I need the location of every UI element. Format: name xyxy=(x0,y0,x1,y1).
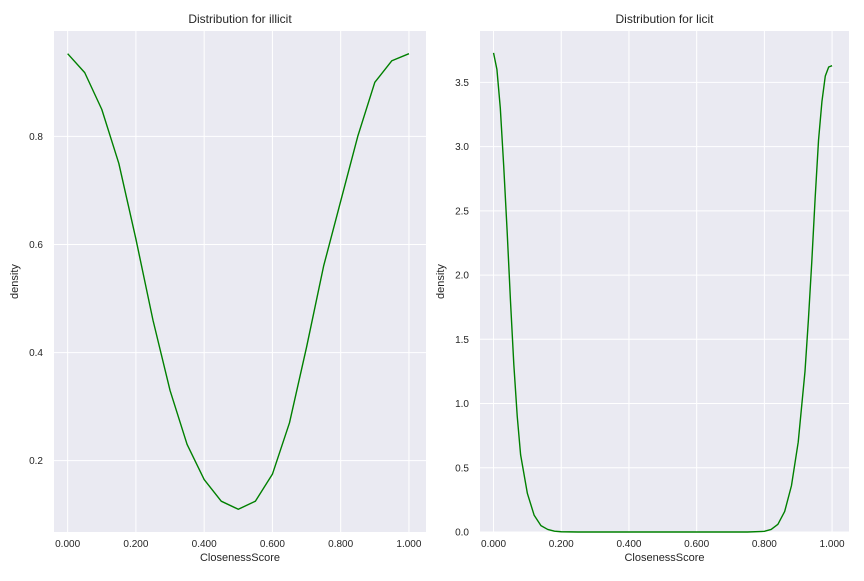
y-axis-label: density xyxy=(435,264,447,299)
plot-area-licit xyxy=(480,31,849,532)
chart-panel-licit: 0.000 0.200 0.400 0.600 0.800 1.000 0.0 0.5 1.0 1… xyxy=(435,12,849,564)
x-tick-label: 0.400 xyxy=(192,539,217,550)
x-axis-label: ClosenessScore xyxy=(624,552,704,564)
y-tick-label: 0.5 xyxy=(455,463,469,474)
y-tick-label: 0.4 xyxy=(29,348,43,359)
x-tick-label: 0.000 xyxy=(55,539,80,550)
x-tick-label: 1.000 xyxy=(396,539,421,550)
x-tick-label: 0.200 xyxy=(123,539,148,550)
x-tick-label: 0.600 xyxy=(684,539,709,550)
x-axis-label: ClosenessScore xyxy=(200,552,280,564)
chart-panel-illicit: 0.000 0.200 0.400 0.600 0.800 1.000 0.2 0.4 0.6 0… xyxy=(9,12,426,564)
x-tick-label: 0.200 xyxy=(549,539,574,550)
y-tick-label: 2.0 xyxy=(455,271,469,282)
y-tick-label: 0.8 xyxy=(29,132,43,143)
x-tick-label: 0.600 xyxy=(260,539,285,550)
y-tick-label: 3.0 xyxy=(455,142,469,153)
x-tick-label: 0.800 xyxy=(328,539,353,550)
y-tick-label: 0.0 xyxy=(455,528,469,539)
y-tick-label: 0.6 xyxy=(29,240,43,251)
density-line-illicit xyxy=(67,53,410,510)
chart-title-illicit: Distribution for illicit xyxy=(188,12,292,26)
x-tick-label: 0.400 xyxy=(616,539,641,550)
y-tick-label: 1.5 xyxy=(455,335,469,346)
y-tick-label: 1.0 xyxy=(455,399,469,410)
y-tick-label: 0.2 xyxy=(29,456,43,467)
x-tick-label: 1.000 xyxy=(820,539,845,550)
chart-title-licit: Distribution for licit xyxy=(615,12,714,26)
x-tick-label: 0.000 xyxy=(481,539,506,550)
y-tick-label: 2.5 xyxy=(455,206,469,217)
density-line-licit xyxy=(492,52,833,533)
y-tick-label: 3.5 xyxy=(455,78,469,89)
y-axis-label: density xyxy=(9,264,21,299)
plot-area-illicit xyxy=(54,31,426,532)
x-tick-label: 0.800 xyxy=(752,539,777,550)
